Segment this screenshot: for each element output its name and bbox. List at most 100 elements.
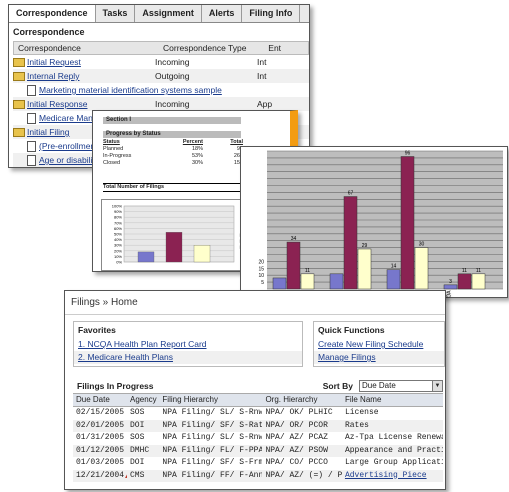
x-tick-label: COA	[447, 290, 453, 297]
col-correspondence[interactable]: Correspondence	[18, 43, 81, 53]
fip-toolbar: Filings In Progress Sort By Due Date ▼	[73, 379, 443, 393]
table-row[interactable]: 12/21/2004 CMS NPA Filing/ FF/ F-AnnualNPA…	[73, 469, 443, 482]
manage-filings-link[interactable]: Manage Filings	[318, 352, 376, 362]
due-date-cell: 01/03/2005	[73, 457, 127, 470]
favorites-title: Favorites	[78, 325, 116, 335]
tab-tasks[interactable]: Tasks	[96, 5, 136, 22]
correspondence-link[interactable]: Medicare Manag	[39, 113, 103, 123]
correspondence-link[interactable]: Initial Request	[27, 57, 81, 67]
tab-correspondence[interactable]: Correspondence	[9, 5, 96, 22]
bar-value-label: 34	[291, 236, 297, 242]
col-org-hierarchy[interactable]: Org. Hierarchy	[265, 395, 318, 404]
tab-alerts[interactable]: Alerts	[202, 5, 243, 22]
col-ent[interactable]: Ent	[268, 43, 282, 53]
agency-cell: CMS	[130, 470, 145, 480]
bar-value-label: 29	[362, 243, 368, 249]
col-file-name[interactable]: File Name	[344, 395, 382, 404]
tab-filing-info[interactable]: Filing Info	[242, 5, 301, 22]
chevron-down-icon[interactable]: ▼	[432, 381, 442, 391]
list-item: Marketing material identification system…	[13, 83, 309, 97]
table-row[interactable]: 01/12/2005 DMHC NPA Filing/ FL/ F-PPA NPA/ …	[73, 444, 443, 458]
bar-value-label: 30	[419, 242, 425, 248]
correspondence-link[interactable]: (Pre-enrollment	[39, 141, 98, 151]
correspondence-link[interactable]: Initial Filing	[27, 127, 70, 137]
y-tick-label: 100%	[112, 204, 123, 209]
agency-cell: DOI	[130, 420, 145, 430]
due-date: 01/03/2005	[76, 458, 125, 467]
ent-cell: App	[257, 99, 273, 109]
due-date-cell: 01/31/2005	[73, 432, 127, 445]
y-tick-label: 60%	[114, 226, 122, 231]
table-header: Correspondence Correspondence Type Ent	[13, 41, 309, 55]
progress-subheader: Progress by Status	[103, 131, 241, 138]
org-hierarchy-cell: NPA/ OK/ PLHIC	[265, 408, 333, 417]
correspondence-window: Correspondence Tasks Assignment Alerts F…	[8, 4, 310, 168]
document-icon	[27, 141, 36, 153]
col-agency[interactable]: Agency	[130, 395, 157, 404]
agency-cell: DMHC	[130, 445, 150, 455]
quick-item: Create New Filing Schedule	[314, 338, 444, 351]
fip-table-header: Due Date Agency Filing Hierarchy Org. Hi…	[73, 393, 443, 407]
bar	[400, 156, 415, 290]
section-header: Section I	[103, 117, 241, 124]
correspondence-link[interactable]: Age or disabilit	[39, 155, 95, 165]
folder-icon	[13, 72, 25, 82]
bar	[165, 232, 183, 263]
filing-hierarchy-cell: NPA Filing/ SF/ S-Frm-App	[162, 458, 262, 467]
table-row[interactable]: 02/01/2005 DOI NPA Filing/ SF/ S-Rates NPA/…	[73, 419, 443, 433]
total-cell: 150	[233, 160, 243, 166]
correspondence-cell: Initial Response	[13, 97, 155, 111]
y-tick-label: 40%	[114, 237, 122, 242]
bar	[300, 273, 315, 290]
total-row: Total Number of Filings 508	[103, 183, 259, 192]
bar	[193, 245, 211, 263]
bar	[286, 241, 301, 290]
filings-in-progress: Filings In Progress Sort By Due Date ▼ D…	[73, 379, 443, 482]
list-item: Initial Response Incoming App	[13, 97, 309, 111]
percent-cell: 18%	[191, 146, 203, 152]
bar-value-label: 96	[405, 151, 411, 157]
col-filing-hierarchy[interactable]: Filing Hierarchy	[162, 395, 218, 404]
file-name: Appearance and Practice...	[344, 445, 443, 455]
due-date-cell: 01/12/2005	[73, 445, 127, 458]
create-filing-schedule-link[interactable]: Create New Filing Schedule	[318, 339, 424, 349]
sort-select[interactable]: Due Date ▼	[359, 380, 443, 392]
correspondence-link[interactable]: Internal Reply	[27, 71, 80, 81]
file-name[interactable]: Advertising Piece	[344, 470, 427, 480]
bar	[414, 247, 429, 290]
tab-assignment[interactable]: Assignment	[135, 5, 202, 22]
favorite-link-ncqa[interactable]: 1. NCQA Health Plan Report Card	[78, 339, 207, 349]
org-hierarchy-cell: NPA/ CO/ PCCO	[265, 458, 328, 467]
type-cell: Incoming	[155, 57, 190, 67]
table-row: In-Progress 53% 268	[103, 153, 253, 160]
bar	[272, 277, 287, 290]
status-cell: Planned	[103, 146, 124, 152]
correspondence-link[interactable]: Initial Response	[27, 99, 88, 109]
list-item: Initial Request Incoming Int	[13, 55, 309, 69]
y-tick-label: 70%	[114, 220, 122, 225]
file-name: Rates	[344, 420, 369, 430]
breadcrumb: Filings » Home	[65, 291, 445, 315]
col-type[interactable]: Correspondence Type	[163, 43, 247, 53]
file-name-cell: Rates	[342, 420, 443, 433]
fip-title: Filings In Progress	[77, 381, 154, 391]
filing-hierarchy-cell: NPA Filing/ FL/ F-PPA	[162, 445, 263, 455]
favorite-link-medicare[interactable]: 2. Medicare Health Plans	[78, 352, 173, 362]
bar	[457, 273, 472, 290]
org-hierarchy-cell: NPA/ AZ/ PCAZ	[265, 433, 328, 442]
file-name-cell: Appearance and Practice...	[342, 445, 443, 458]
y-tick-label: 20%	[114, 248, 122, 253]
org-hierarchy-cell: NPA/ AZ/ PSOW	[265, 445, 328, 455]
ent-cell: Int	[257, 57, 267, 67]
col-due-date[interactable]: Due Date	[76, 395, 110, 404]
correspondence-link[interactable]: Marketing material identification system…	[39, 85, 222, 95]
table-row[interactable]: 01/03/2005 DOI NPA Filing/ SF/ S-Frm-AppNP…	[73, 457, 443, 470]
table-row[interactable]: 01/31/2005 SOS NPA Filing/ SL/ S-Rnwl-TPAN…	[73, 432, 443, 445]
file-name-cell: Az-Tpa License Renewal	[342, 432, 443, 445]
bar	[386, 269, 401, 290]
correspondence-cell: Age or disabilit	[13, 153, 168, 167]
sort-select-value: Due Date	[362, 381, 396, 390]
bar-value-label: 67	[348, 191, 354, 197]
table-row[interactable]: 02/15/2005 SOS NPA Filing/ SL/ S-Rnwl-TPAN…	[73, 407, 443, 420]
